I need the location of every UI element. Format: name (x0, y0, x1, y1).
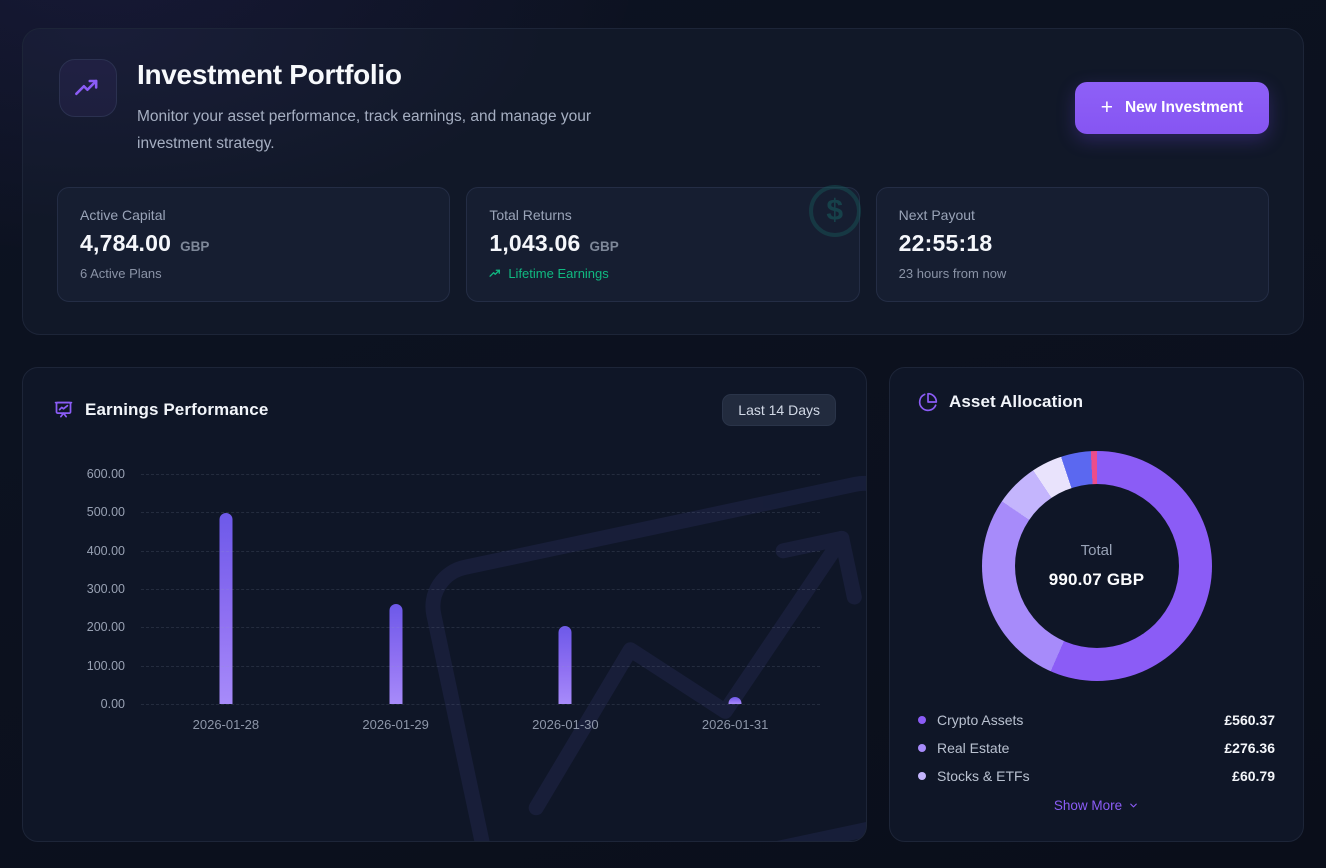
stat-label: Active Capital (80, 207, 166, 223)
stat-label: Total Returns (489, 207, 572, 223)
x-tick-label: 2026-01-31 (701, 717, 769, 732)
allocation-donut[interactable]: Total 990.07 GBP (981, 451, 1212, 681)
legend-amount: £60.79 (1232, 768, 1275, 784)
legend-amount: £276.36 (1224, 740, 1275, 756)
gridline (141, 627, 820, 629)
allocation-title: Asset Allocation (949, 392, 1084, 411)
y-tick-label: 200.00 (86, 620, 125, 635)
stat-subtext: 23 hours from now (898, 266, 1007, 281)
earnings-title: Earnings Performance (85, 400, 269, 419)
y-tick-label: 0.00 (100, 697, 125, 711)
page-subtitle: Monitor your asset performance, track ea… (137, 108, 592, 153)
x-tick-label: 2026-01-28 (192, 717, 260, 732)
show-more-label: Show More (1053, 798, 1123, 813)
stat-value: 1,043.06 (489, 230, 581, 256)
gridline (141, 474, 820, 475)
gridline (141, 550, 820, 552)
donut-center: Total 990.07 GBP (1014, 484, 1179, 648)
earnings-bar-2026-01-28[interactable] (219, 513, 233, 704)
stat-currency: GBP (589, 239, 619, 254)
stat-value: 4,784.00 (80, 230, 172, 256)
chevron-down-icon (1130, 803, 1137, 808)
new-investment-button[interactable]: + New Investment (1074, 82, 1269, 134)
donut-center-label: Total (1080, 542, 1113, 559)
y-tick-label: 500.00 (86, 505, 125, 520)
show-more-button[interactable]: Show More (890, 798, 1303, 813)
new-investment-label: New Investment (1124, 99, 1243, 116)
date-range-button[interactable]: Last 14 Days (722, 394, 836, 426)
stats-row: Active Capital 4,784.00 GBP 6 Active Pla… (57, 185, 1269, 302)
stat-currency: GBP (180, 239, 210, 254)
stat-card-active-capital: Active Capital 4,784.00 GBP 6 Active Pla… (57, 187, 451, 302)
legend-dot (918, 716, 926, 724)
legend-dot (918, 772, 926, 780)
allocation-legend: Crypto Assets £560.37 Real Estate £276.3… (918, 706, 1275, 790)
x-tick-label: 2026-01-30 (532, 717, 599, 732)
stat-card-total-returns: $ Total Returns 1,043.06 GBP Lifetime Ea… (466, 185, 861, 302)
earnings-plot: 2026-01-28 2026-01-29 2026-01-30 2026-01-31 (141, 474, 820, 732)
pie-chart-icon (918, 392, 938, 412)
earnings-bar-2026-01-31[interactable] (728, 697, 742, 704)
y-tick-label: 400.00 (86, 543, 125, 558)
y-tick-label: 300.00 (86, 582, 125, 596)
plus-icon: + (1100, 95, 1113, 119)
gridline (141, 704, 820, 705)
legend-row-crypto-assets: Crypto Assets £560.37 (918, 706, 1275, 734)
x-tick-label: 2026-01-29 (362, 717, 429, 732)
lifetime-earnings-badge: Lifetime Earnings (489, 266, 836, 281)
presentation-chart-icon (54, 401, 73, 417)
earnings-bar-2026-01-30[interactable] (558, 626, 572, 704)
earnings-performance-card: Earnings Performance Last 14 Days 2026-0… (22, 367, 867, 842)
gridline (141, 589, 820, 590)
page-title: Investment Portfolio (137, 59, 402, 90)
asset-allocation-card: Asset Allocation Total 990.07 GBP Crypto… (889, 367, 1304, 842)
legend-dot (918, 744, 926, 752)
stat-card-next-payout: Next Payout 22:55:18 23 hours from now (875, 187, 1269, 302)
stat-label: Next Payout (898, 207, 975, 223)
legend-row-stocks-etfs: Stocks & ETFs £60.79 (918, 762, 1275, 790)
legend-amount: £560.37 (1224, 712, 1275, 728)
dashboard-page: Investment Portfolio Monitor your asset … (22, 28, 1304, 842)
trending-up-small-icon (489, 269, 501, 277)
earnings-chart: 2026-01-28 2026-01-29 2026-01-30 2026-01-31… (53, 467, 832, 764)
gridline (141, 665, 820, 667)
y-tick-label: 100.00 (86, 658, 125, 673)
legend-row-real-estate: Real Estate £276.36 (918, 734, 1275, 762)
stat-subtext: 6 Active Plans (80, 266, 162, 281)
legend-name: Stocks & ETFs (937, 768, 1030, 784)
legend-name: Real Estate (937, 740, 1010, 756)
gridline (141, 512, 820, 514)
donut-center-value: 990.07 GBP (1048, 570, 1145, 589)
stat-subtext: Lifetime Earnings (508, 266, 609, 281)
earnings-bar-2026-01-29[interactable] (389, 603, 403, 704)
portfolio-header-card: Investment Portfolio Monitor your asset … (22, 28, 1304, 335)
y-tick-label: 600.00 (86, 467, 125, 481)
legend-name: Crypto Assets (937, 712, 1024, 728)
trending-up-icon (59, 59, 117, 117)
stat-value: 22:55:18 (898, 230, 993, 256)
